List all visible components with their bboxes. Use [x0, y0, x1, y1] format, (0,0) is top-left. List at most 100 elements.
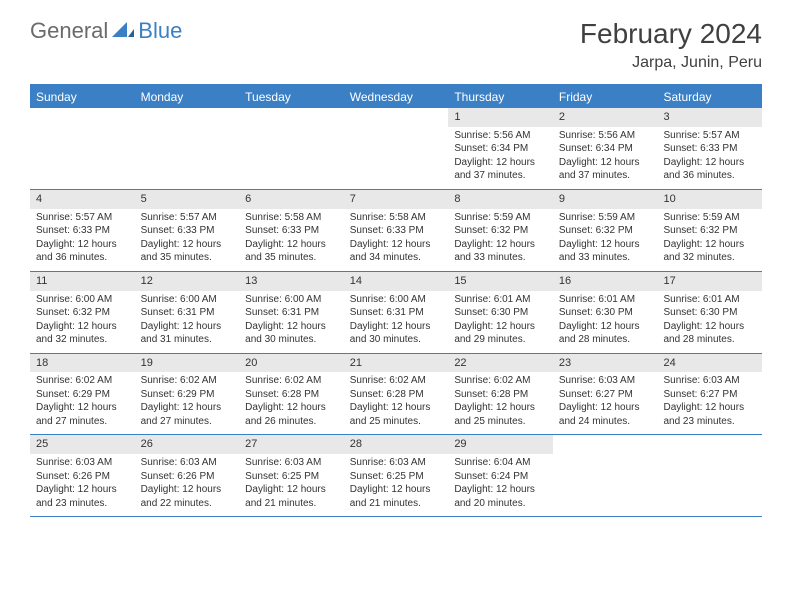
day-line-daylight2: and 32 minutes. [663, 251, 756, 265]
day-number: 15 [448, 272, 553, 291]
day-number: 16 [553, 272, 658, 291]
day-line-sunset: Sunset: 6:28 PM [245, 388, 338, 402]
week-row: 18Sunrise: 6:02 AMSunset: 6:29 PMDayligh… [30, 354, 762, 436]
day-line-daylight2: and 23 minutes. [36, 497, 129, 511]
day-body: Sunrise: 6:02 AMSunset: 6:28 PMDaylight:… [239, 372, 344, 434]
day-line-daylight1: Daylight: 12 hours [141, 238, 234, 252]
day-line-sunset: Sunset: 6:26 PM [36, 470, 129, 484]
day-number: 20 [239, 354, 344, 373]
day-line-sunset: Sunset: 6:32 PM [454, 224, 547, 238]
day-line-daylight1: Daylight: 12 hours [36, 320, 129, 334]
day-line-sunrise: Sunrise: 5:56 AM [559, 129, 652, 143]
day-body: Sunrise: 6:01 AMSunset: 6:30 PMDaylight:… [657, 291, 762, 353]
day-line-sunset: Sunset: 6:26 PM [141, 470, 234, 484]
day-line-daylight2: and 20 minutes. [454, 497, 547, 511]
title-block: February 2024 Jarpa, Junin, Peru [580, 18, 762, 72]
day-cell: 4Sunrise: 5:57 AMSunset: 6:33 PMDaylight… [30, 190, 135, 271]
day-line-sunrise: Sunrise: 5:57 AM [663, 129, 756, 143]
day-line-sunrise: Sunrise: 6:03 AM [36, 456, 129, 470]
day-body: Sunrise: 6:00 AMSunset: 6:31 PMDaylight:… [135, 291, 240, 353]
weekday-header: Wednesday [344, 86, 449, 108]
day-number: 24 [657, 354, 762, 373]
day-number: 17 [657, 272, 762, 291]
day-body: Sunrise: 6:03 AMSunset: 6:26 PMDaylight:… [30, 454, 135, 516]
day-body: Sunrise: 6:02 AMSunset: 6:29 PMDaylight:… [30, 372, 135, 434]
day-body: Sunrise: 6:03 AMSunset: 6:25 PMDaylight:… [239, 454, 344, 516]
day-cell: 14Sunrise: 6:00 AMSunset: 6:31 PMDayligh… [344, 272, 449, 353]
day-number: 22 [448, 354, 553, 373]
day-cell: 11Sunrise: 6:00 AMSunset: 6:32 PMDayligh… [30, 272, 135, 353]
day-body: Sunrise: 5:56 AMSunset: 6:34 PMDaylight:… [553, 127, 658, 189]
week-row: 25Sunrise: 6:03 AMSunset: 6:26 PMDayligh… [30, 435, 762, 517]
weekday-header: Sunday [30, 86, 135, 108]
day-number: 9 [553, 190, 658, 209]
day-line-daylight2: and 37 minutes. [454, 169, 547, 183]
day-cell: 24Sunrise: 6:03 AMSunset: 6:27 PMDayligh… [657, 354, 762, 435]
day-cell-empty [344, 108, 449, 189]
day-body: Sunrise: 5:59 AMSunset: 6:32 PMDaylight:… [448, 209, 553, 271]
day-number: 7 [344, 190, 449, 209]
day-line-daylight2: and 30 minutes. [245, 333, 338, 347]
day-line-daylight2: and 35 minutes. [245, 251, 338, 265]
day-line-daylight1: Daylight: 12 hours [141, 401, 234, 415]
day-line-daylight2: and 25 minutes. [454, 415, 547, 429]
day-line-sunrise: Sunrise: 6:01 AM [559, 293, 652, 307]
day-line-daylight1: Daylight: 12 hours [454, 483, 547, 497]
day-line-daylight2: and 28 minutes. [663, 333, 756, 347]
day-line-daylight2: and 34 minutes. [350, 251, 443, 265]
day-cell: 15Sunrise: 6:01 AMSunset: 6:30 PMDayligh… [448, 272, 553, 353]
day-body: Sunrise: 5:57 AMSunset: 6:33 PMDaylight:… [30, 209, 135, 271]
weekday-header: Tuesday [239, 86, 344, 108]
day-line-daylight1: Daylight: 12 hours [36, 483, 129, 497]
day-body: Sunrise: 5:58 AMSunset: 6:33 PMDaylight:… [344, 209, 449, 271]
month-title: February 2024 [580, 18, 762, 50]
day-line-sunset: Sunset: 6:32 PM [663, 224, 756, 238]
day-line-daylight2: and 27 minutes. [36, 415, 129, 429]
day-number [657, 435, 762, 454]
day-cell: 6Sunrise: 5:58 AMSunset: 6:33 PMDaylight… [239, 190, 344, 271]
day-number: 28 [344, 435, 449, 454]
day-cell: 5Sunrise: 5:57 AMSunset: 6:33 PMDaylight… [135, 190, 240, 271]
week-row: 11Sunrise: 6:00 AMSunset: 6:32 PMDayligh… [30, 272, 762, 354]
day-cell: 1Sunrise: 5:56 AMSunset: 6:34 PMDaylight… [448, 108, 553, 189]
day-line-sunset: Sunset: 6:33 PM [141, 224, 234, 238]
day-line-sunrise: Sunrise: 6:00 AM [350, 293, 443, 307]
day-line-daylight2: and 24 minutes. [559, 415, 652, 429]
day-line-daylight2: and 28 minutes. [559, 333, 652, 347]
day-line-daylight2: and 22 minutes. [141, 497, 234, 511]
day-line-daylight2: and 23 minutes. [663, 415, 756, 429]
day-cell-empty [239, 108, 344, 189]
day-line-sunset: Sunset: 6:33 PM [245, 224, 338, 238]
day-line-daylight1: Daylight: 12 hours [350, 238, 443, 252]
day-line-sunrise: Sunrise: 6:03 AM [141, 456, 234, 470]
day-line-sunset: Sunset: 6:32 PM [36, 306, 129, 320]
header: General Blue February 2024 Jarpa, Junin,… [0, 0, 792, 76]
day-number: 25 [30, 435, 135, 454]
logo-sail-icon [112, 20, 134, 43]
day-line-daylight2: and 33 minutes. [454, 251, 547, 265]
day-line-daylight1: Daylight: 12 hours [454, 401, 547, 415]
day-line-sunrise: Sunrise: 5:58 AM [350, 211, 443, 225]
day-line-daylight2: and 31 minutes. [141, 333, 234, 347]
day-cell: 17Sunrise: 6:01 AMSunset: 6:30 PMDayligh… [657, 272, 762, 353]
day-cell-empty [135, 108, 240, 189]
day-line-daylight2: and 36 minutes. [663, 169, 756, 183]
day-cell: 27Sunrise: 6:03 AMSunset: 6:25 PMDayligh… [239, 435, 344, 516]
day-number: 14 [344, 272, 449, 291]
day-cell: 7Sunrise: 5:58 AMSunset: 6:33 PMDaylight… [344, 190, 449, 271]
day-line-daylight2: and 21 minutes. [350, 497, 443, 511]
day-line-sunset: Sunset: 6:27 PM [663, 388, 756, 402]
day-line-sunset: Sunset: 6:28 PM [454, 388, 547, 402]
day-body: Sunrise: 6:04 AMSunset: 6:24 PMDaylight:… [448, 454, 553, 516]
logo: General Blue [30, 18, 182, 44]
day-cell-empty [657, 435, 762, 516]
day-line-sunset: Sunset: 6:30 PM [559, 306, 652, 320]
day-line-sunset: Sunset: 6:32 PM [559, 224, 652, 238]
day-body: Sunrise: 6:00 AMSunset: 6:32 PMDaylight:… [30, 291, 135, 353]
week-row: 4Sunrise: 5:57 AMSunset: 6:33 PMDaylight… [30, 190, 762, 272]
day-cell-empty [30, 108, 135, 189]
day-cell: 9Sunrise: 5:59 AMSunset: 6:32 PMDaylight… [553, 190, 658, 271]
day-cell: 19Sunrise: 6:02 AMSunset: 6:29 PMDayligh… [135, 354, 240, 435]
day-line-sunrise: Sunrise: 6:02 AM [245, 374, 338, 388]
day-body: Sunrise: 5:57 AMSunset: 6:33 PMDaylight:… [657, 127, 762, 189]
